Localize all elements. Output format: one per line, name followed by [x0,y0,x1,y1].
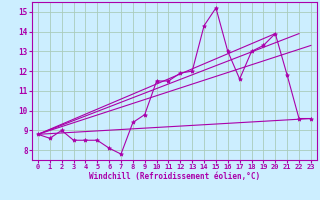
X-axis label: Windchill (Refroidissement éolien,°C): Windchill (Refroidissement éolien,°C) [89,172,260,181]
